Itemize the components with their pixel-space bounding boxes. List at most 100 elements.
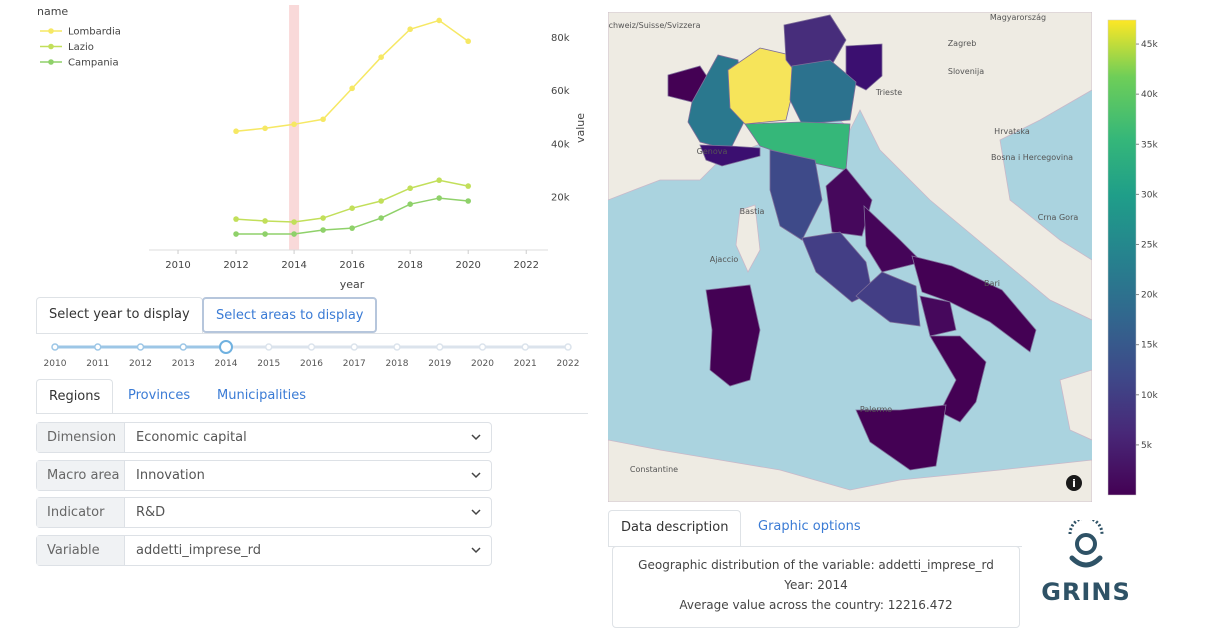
map[interactable]: i Schweiz/Suisse/Svizzera Slovenija Zagreb… <box>608 12 1092 502</box>
description-line: Year: 2014 <box>784 578 848 592</box>
description-line: Geographic distribution of the variable:… <box>638 558 994 572</box>
series-line <box>236 179 469 223</box>
map-place-label: Ajaccio <box>710 255 739 264</box>
colorbar-tick-label: 40k <box>1141 90 1158 100</box>
slider-label: 2020 <box>471 359 494 369</box>
series-point <box>349 205 355 211</box>
x-tick-label: 2010 <box>165 260 190 271</box>
dropdown-label: Variable <box>37 536 125 565</box>
tab-areas[interactable]: Select areas to display <box>202 297 378 333</box>
dropdown-label: Macro area <box>37 461 125 490</box>
dropdown-label: Dimension <box>37 423 125 452</box>
series-point <box>291 231 297 237</box>
slider-step <box>136 343 145 351</box>
series-point <box>378 215 384 221</box>
series-point <box>233 128 239 135</box>
x-tick-label: 2016 <box>339 260 364 271</box>
series-point <box>407 185 413 192</box>
dropdown-value: R&D <box>136 505 166 520</box>
x-tick-label: 2014 <box>281 260 306 271</box>
y-tick-label: 20k <box>551 193 570 204</box>
series-point <box>262 218 268 224</box>
legend-label: Lombardia <box>68 27 121 38</box>
colorbar-tick-label: 5k <box>1141 441 1153 451</box>
slider-step <box>521 343 529 351</box>
series-point <box>465 183 472 189</box>
dropdown-value: addetti_imprese_rd <box>136 543 261 558</box>
series-point <box>233 231 239 237</box>
x-tick-label: 2022 <box>514 260 539 271</box>
slider-handle[interactable] <box>219 340 233 354</box>
colorbar: 5k 10k 15k 20k 25k 30k 35k 40k 45k <box>1107 19 1158 496</box>
series-point <box>233 216 239 222</box>
slider-label: 2016 <box>300 359 323 369</box>
map-place-label: Magyarország <box>990 13 1046 22</box>
series-point <box>291 121 297 128</box>
slider-step <box>478 343 487 351</box>
map-place-label: Hrvatska <box>994 127 1030 136</box>
dropdown-variable[interactable]: Variable addetti_imprese_rd <box>36 535 492 566</box>
tab-municipalities[interactable]: Municipalities <box>217 388 306 403</box>
colorbar-tick-label: 45k <box>1141 40 1158 50</box>
colorbar-gradient <box>1107 19 1137 496</box>
y-axis-label: value <box>574 113 587 143</box>
description-line: Average value across the country: 12216.… <box>679 598 953 612</box>
series-point <box>262 231 268 237</box>
legend-marker <box>48 59 54 65</box>
series-point <box>465 198 472 204</box>
legend-marker <box>48 43 54 50</box>
series-point <box>320 227 326 233</box>
dropdown-indicator[interactable]: Indicator R&D <box>36 497 492 528</box>
tab-graphic-options[interactable]: Graphic options <box>758 519 861 534</box>
series-point <box>465 38 472 45</box>
chevron <box>471 509 481 516</box>
tab-year[interactable]: Select year to display <box>36 297 203 334</box>
tab-divider <box>36 413 588 414</box>
year-slider[interactable]: 2010 2011 2012 2013 2014 2015 2016 2017 2018 2019… <box>36 336 592 376</box>
chevron <box>471 472 481 479</box>
slider-label: 2014 <box>215 359 238 369</box>
slider-step <box>51 343 59 351</box>
series-point <box>436 195 442 201</box>
dropdown-macro-area[interactable]: Macro area Innovation <box>36 460 492 491</box>
map-place-label: Bastia <box>740 207 765 216</box>
slider-step <box>564 343 572 351</box>
dropdown-value: Economic capital <box>136 430 247 445</box>
y-tick-label: 60k <box>551 86 570 97</box>
colorbar-tick-label: 10k <box>1141 391 1158 401</box>
tab-data-description[interactable]: Data description <box>608 510 742 547</box>
info-icon[interactable] <box>1066 475 1082 491</box>
tab-regions[interactable]: Regions <box>36 379 114 414</box>
line-chart: name year value 2010 2012 2014 2016 2018 2020… <box>37 5 587 291</box>
chevron <box>471 547 481 554</box>
colorbar-tick-label: 20k <box>1141 291 1158 301</box>
slider-step <box>94 343 102 351</box>
series-point <box>407 201 413 207</box>
x-tick-label: 2012 <box>223 260 248 271</box>
colorbar-tick-label: 25k <box>1141 240 1158 250</box>
series-point <box>378 54 384 60</box>
series-point <box>262 125 268 132</box>
slider-step <box>393 343 401 351</box>
dropdown-label: Indicator <box>37 498 125 527</box>
map-place-label: Constantine <box>630 465 678 474</box>
tab-provinces[interactable]: Provinces <box>128 388 191 403</box>
slider-label: 2017 <box>343 359 366 369</box>
series-point <box>320 215 326 221</box>
map-place-label: Palermo <box>860 405 892 414</box>
logo-icon <box>1068 520 1104 568</box>
series-point <box>349 85 355 92</box>
legend-label: Campania <box>68 58 119 69</box>
map-place-label: Crna Gora <box>1038 213 1079 222</box>
dropdown-dimension[interactable]: Dimension Economic capital <box>36 422 492 453</box>
slider-label: 2022 <box>557 359 580 369</box>
slider-label: 2021 <box>514 359 537 369</box>
slider-label: 2018 <box>386 359 409 369</box>
series-line <box>235 19 469 132</box>
colorbar-tick-label: 15k <box>1141 341 1158 351</box>
y-tick-label: 40k <box>551 139 570 150</box>
tab-divider <box>36 333 588 334</box>
map-place-label: Bari <box>984 279 1000 288</box>
